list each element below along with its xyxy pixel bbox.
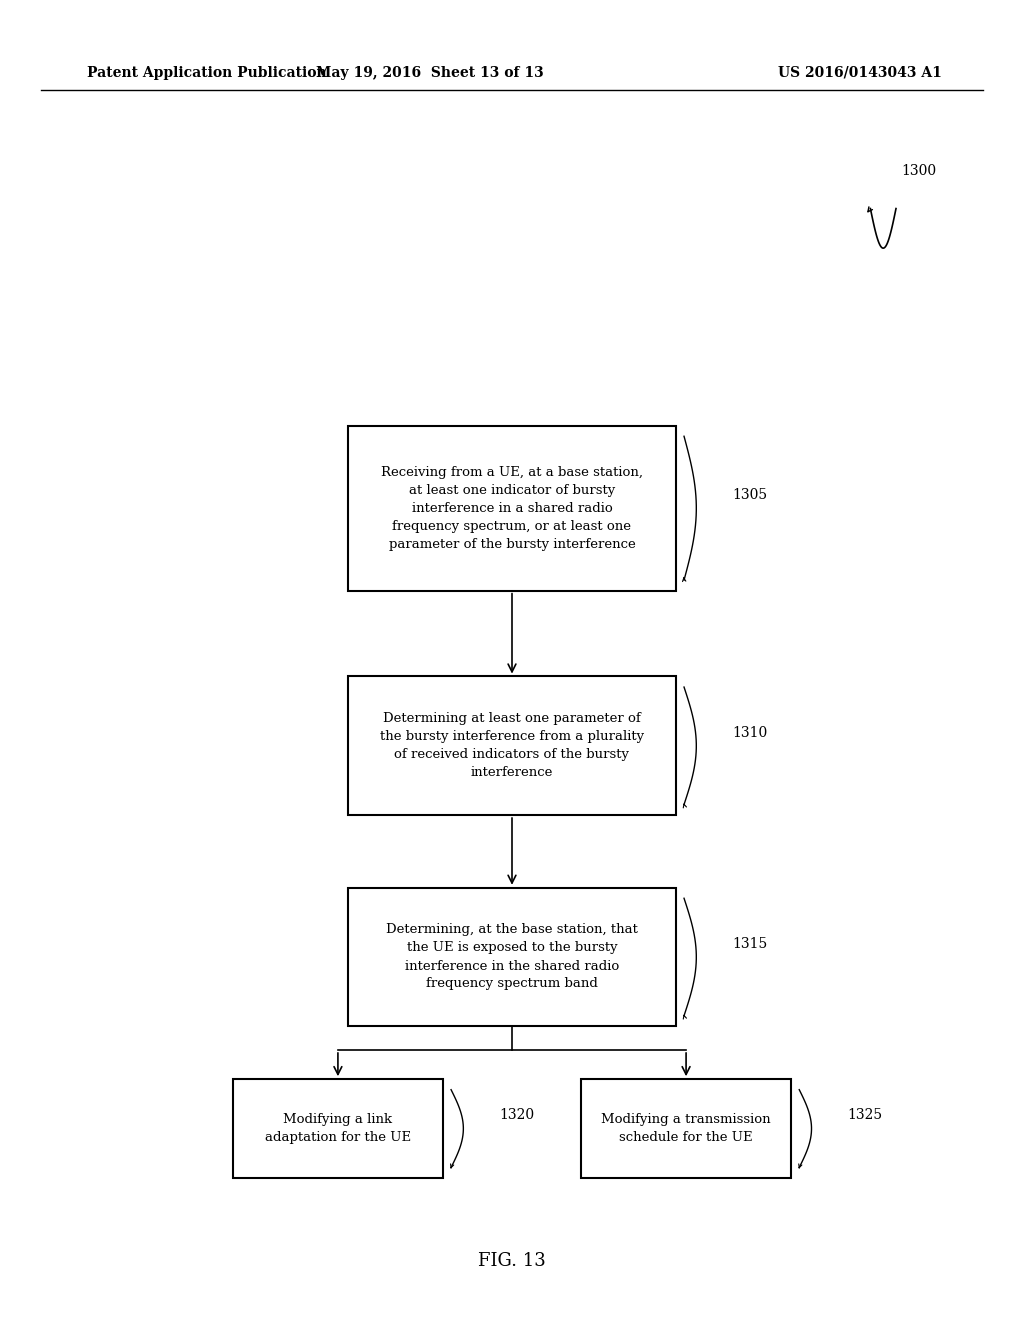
Text: Determining, at the base station, that
the UE is exposed to the bursty
interfere: Determining, at the base station, that t… [386, 924, 638, 990]
Text: May 19, 2016  Sheet 13 of 13: May 19, 2016 Sheet 13 of 13 [316, 66, 544, 79]
Text: 1305: 1305 [732, 488, 767, 502]
Text: 1310: 1310 [732, 726, 767, 739]
Text: FIG. 13: FIG. 13 [478, 1251, 546, 1270]
Text: 1315: 1315 [732, 937, 767, 950]
FancyBboxPatch shape [348, 425, 676, 591]
Text: 1325: 1325 [848, 1109, 883, 1122]
Text: Receiving from a UE, at a base station,
at least one indicator of bursty
interfe: Receiving from a UE, at a base station, … [381, 466, 643, 550]
Text: US 2016/0143043 A1: US 2016/0143043 A1 [778, 66, 942, 79]
Text: Determining at least one parameter of
the bursty interference from a plurality
o: Determining at least one parameter of th… [380, 713, 644, 779]
FancyBboxPatch shape [348, 676, 676, 814]
Text: Modifying a transmission
schedule for the UE: Modifying a transmission schedule for th… [601, 1113, 771, 1144]
FancyBboxPatch shape [582, 1078, 791, 1177]
Text: Modifying a link
adaptation for the UE: Modifying a link adaptation for the UE [265, 1113, 411, 1144]
Text: 1300: 1300 [901, 164, 936, 178]
Text: Patent Application Publication: Patent Application Publication [87, 66, 327, 79]
FancyBboxPatch shape [233, 1078, 442, 1177]
FancyBboxPatch shape [348, 887, 676, 1027]
Text: 1320: 1320 [500, 1109, 535, 1122]
